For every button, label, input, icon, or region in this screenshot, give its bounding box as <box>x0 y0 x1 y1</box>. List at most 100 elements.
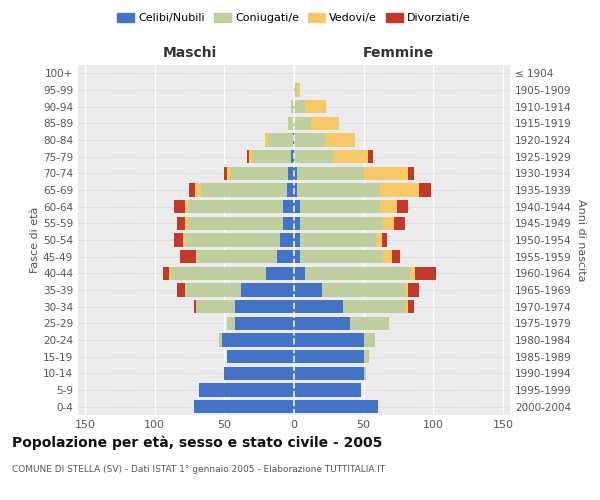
Bar <box>163 266 169 280</box>
Bar <box>227 166 230 180</box>
Bar <box>291 150 294 164</box>
Bar <box>185 284 241 296</box>
Text: Femmine: Femmine <box>363 46 434 60</box>
Bar <box>227 350 294 364</box>
Bar <box>268 134 293 146</box>
Bar <box>219 334 221 346</box>
Bar <box>196 300 235 314</box>
Y-axis label: Anni di nascita: Anni di nascita <box>575 198 586 281</box>
Bar <box>294 300 343 314</box>
Bar <box>199 384 294 396</box>
Bar <box>235 316 294 330</box>
Bar <box>294 200 299 213</box>
Bar <box>350 316 389 330</box>
Bar <box>190 184 195 196</box>
Bar <box>364 166 408 180</box>
Bar <box>397 200 408 213</box>
Bar <box>294 234 299 246</box>
Bar <box>294 400 377 413</box>
Bar <box>180 250 196 264</box>
Bar <box>224 366 294 380</box>
Bar <box>406 284 408 296</box>
Bar <box>394 216 406 230</box>
Bar <box>294 116 311 130</box>
Bar <box>241 284 294 296</box>
Bar <box>194 300 196 314</box>
Bar <box>294 250 299 264</box>
Bar <box>194 400 294 413</box>
Bar <box>266 266 294 280</box>
Bar <box>294 350 364 364</box>
Bar <box>294 384 361 396</box>
Bar <box>235 300 294 314</box>
Text: Popolazione per età, sesso e stato civile - 2005: Popolazione per età, sesso e stato civil… <box>12 435 382 450</box>
Bar <box>297 84 299 96</box>
Bar <box>383 216 394 230</box>
Bar <box>177 216 185 230</box>
Bar <box>247 150 250 164</box>
Bar <box>172 266 266 280</box>
Bar <box>415 266 436 280</box>
Bar <box>221 334 294 346</box>
Bar <box>406 300 408 314</box>
Bar <box>408 166 414 180</box>
Bar <box>182 234 185 246</box>
Bar <box>294 334 364 346</box>
Bar <box>188 200 283 213</box>
Bar <box>294 150 333 164</box>
Bar <box>299 234 376 246</box>
Bar <box>196 250 277 264</box>
Bar <box>364 334 375 346</box>
Bar <box>380 200 397 213</box>
Bar <box>174 234 182 246</box>
Bar <box>294 316 350 330</box>
Bar <box>305 100 326 114</box>
Text: Maschi: Maschi <box>163 46 217 60</box>
Bar <box>230 166 289 180</box>
Bar <box>224 166 227 180</box>
Bar <box>195 184 200 196</box>
Bar <box>410 266 415 280</box>
Bar <box>419 184 431 196</box>
Bar <box>280 234 294 246</box>
Bar <box>174 200 185 213</box>
Bar <box>252 150 291 164</box>
Bar <box>383 250 392 264</box>
Bar <box>297 166 364 180</box>
Bar <box>291 100 294 114</box>
Y-axis label: Fasce di età: Fasce di età <box>30 207 40 273</box>
Bar <box>299 250 383 264</box>
Bar <box>289 166 294 180</box>
Bar <box>343 300 406 314</box>
Bar <box>294 166 297 180</box>
Bar <box>283 216 294 230</box>
Bar <box>382 234 388 246</box>
Bar <box>227 316 235 330</box>
Bar <box>185 216 188 230</box>
Bar <box>299 200 380 213</box>
Bar <box>325 134 355 146</box>
Bar <box>311 116 338 130</box>
Bar <box>299 216 383 230</box>
Bar <box>368 150 373 164</box>
Bar <box>294 284 322 296</box>
Bar <box>408 284 419 296</box>
Bar <box>200 184 287 196</box>
Bar <box>294 216 299 230</box>
Bar <box>265 134 268 146</box>
Bar <box>294 184 297 196</box>
Bar <box>294 366 364 380</box>
Bar <box>333 150 368 164</box>
Text: COMUNE DI STELLA (SV) - Dati ISTAT 1° gennaio 2005 - Elaborazione TUTTITALIA.IT: COMUNE DI STELLA (SV) - Dati ISTAT 1° ge… <box>12 465 385 474</box>
Bar <box>322 284 406 296</box>
Bar <box>376 234 382 246</box>
Bar <box>293 134 294 146</box>
Bar <box>294 266 305 280</box>
Legend: Celibi/Nubili, Coniugati/e, Vedovi/e, Divorziati/e: Celibi/Nubili, Coniugati/e, Vedovi/e, Di… <box>113 8 475 28</box>
Bar <box>305 266 410 280</box>
Bar <box>380 184 419 196</box>
Bar <box>297 184 380 196</box>
Bar <box>289 116 294 130</box>
Bar <box>364 366 367 380</box>
Bar <box>294 84 297 96</box>
